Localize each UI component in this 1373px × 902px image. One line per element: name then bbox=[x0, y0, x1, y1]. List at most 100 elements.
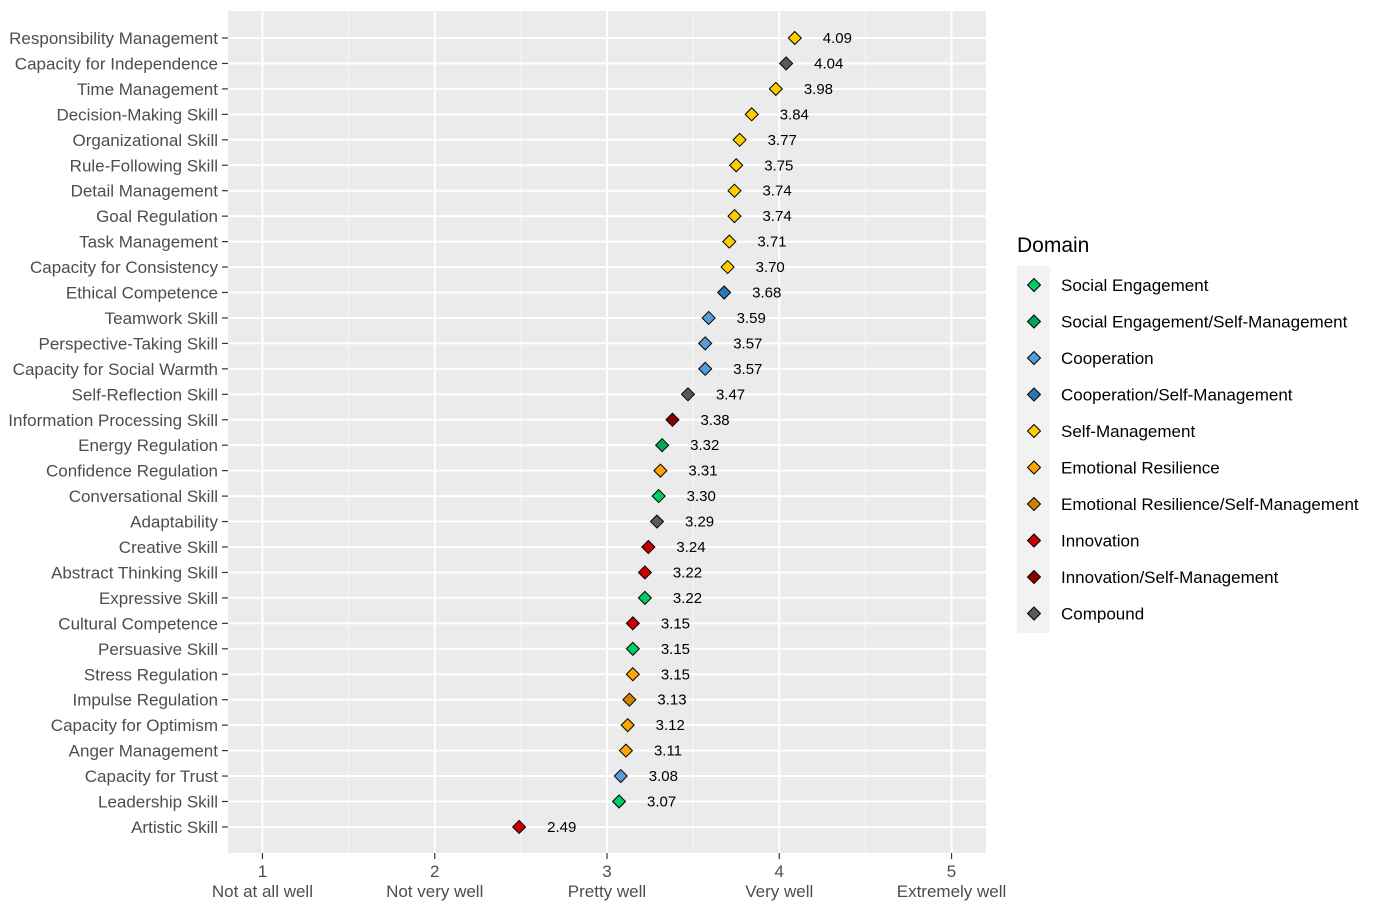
y-tick-label: Abstract Thinking Skill bbox=[51, 563, 218, 582]
data-label: 3.29 bbox=[685, 514, 714, 531]
y-tick-label: Leadership Skill bbox=[98, 793, 218, 812]
data-labels: 4.09 4.04 3.98 3.84 3.77 3.75 3.74 3.74 3.71 3.70… bbox=[547, 30, 852, 836]
y-tick-label: Cultural Competence bbox=[58, 614, 218, 633]
legend-entry-label: Cooperation/Self-Management bbox=[1061, 386, 1293, 405]
data-label: 3.08 bbox=[649, 768, 678, 785]
data-label: 3.07 bbox=[647, 794, 676, 811]
legend-key bbox=[1026, 569, 1042, 585]
legend-title: Domain bbox=[1017, 234, 1089, 257]
legend-entry-label: Compound bbox=[1061, 605, 1144, 624]
x-tick-number: 3 bbox=[602, 862, 611, 881]
data-label: 3.12 bbox=[656, 717, 685, 734]
data-label: 3.74 bbox=[762, 208, 791, 225]
data-label: 4.09 bbox=[823, 30, 852, 47]
y-tick-label: Rule-Following Skill bbox=[70, 156, 218, 175]
y-tick-label: Capacity for Consistency bbox=[30, 258, 219, 277]
data-label: 3.98 bbox=[804, 81, 833, 98]
data-label: 3.71 bbox=[757, 234, 786, 251]
y-tick-label: Capacity for Social Warmth bbox=[13, 360, 218, 379]
data-point bbox=[727, 183, 742, 198]
data-points bbox=[511, 30, 802, 835]
legend-key bbox=[1026, 314, 1042, 329]
data-point bbox=[625, 667, 641, 682]
data-point bbox=[697, 361, 713, 377]
legend-key bbox=[1026, 606, 1042, 621]
legend-entry-label: Innovation/Self-Management bbox=[1061, 568, 1279, 587]
legend-key bbox=[1026, 533, 1042, 548]
y-tick-label: Decision-Making Skill bbox=[56, 105, 218, 124]
y-tick-label: Capacity for Optimism bbox=[51, 716, 218, 735]
x-tick-label: Very well bbox=[745, 882, 813, 901]
data-point bbox=[625, 616, 641, 631]
y-tick-label: Impulse Regulation bbox=[72, 691, 218, 710]
data-label: 3.77 bbox=[768, 132, 797, 149]
data-point bbox=[787, 30, 802, 46]
x-tick-number: 2 bbox=[430, 862, 439, 881]
data-point bbox=[680, 387, 696, 402]
y-tick-label: Conversational Skill bbox=[69, 487, 218, 506]
legend-key bbox=[1026, 496, 1042, 512]
data-label: 4.04 bbox=[814, 55, 843, 72]
x-tick-label: Not at all well bbox=[212, 882, 313, 901]
data-label: 3.22 bbox=[673, 564, 702, 581]
data-label: 3.15 bbox=[661, 615, 690, 632]
legend-entry-label: Cooperation bbox=[1061, 349, 1154, 368]
y-tick-label: Adaptability bbox=[130, 513, 218, 532]
data-label: 3.70 bbox=[756, 259, 785, 276]
y-tick-label: Expressive Skill bbox=[99, 589, 218, 608]
data-label: 3.47 bbox=[716, 386, 745, 403]
data-point bbox=[637, 565, 653, 580]
data-label: 3.57 bbox=[733, 335, 762, 352]
data-label: 3.68 bbox=[752, 285, 781, 302]
legend-entry-label: Social Engagement bbox=[1061, 276, 1209, 295]
y-tick-label: Detail Management bbox=[71, 182, 219, 201]
data-point bbox=[732, 132, 747, 148]
data-point bbox=[613, 768, 628, 784]
data-label: 3.84 bbox=[780, 106, 809, 123]
x-tick-label: Not very well bbox=[386, 882, 483, 901]
minor-gridlines bbox=[348, 11, 866, 853]
data-label: 3.30 bbox=[687, 488, 716, 505]
data-point bbox=[716, 285, 732, 300]
data-point bbox=[654, 437, 670, 453]
y-tick-label: Perspective-Taking Skill bbox=[38, 334, 218, 353]
y-tick-label: Capacity for Independence bbox=[15, 54, 218, 73]
data-label: 3.13 bbox=[657, 692, 686, 709]
data-point bbox=[727, 208, 742, 224]
y-tick-label: Teamwork Skill bbox=[105, 309, 218, 328]
data-label: 3.38 bbox=[700, 412, 729, 429]
legend-entry-label: Self-Management bbox=[1061, 422, 1195, 441]
major-gridlines bbox=[228, 11, 986, 853]
data-point bbox=[511, 819, 527, 835]
data-label: 3.57 bbox=[733, 361, 762, 378]
data-label: 3.32 bbox=[690, 437, 719, 454]
data-point bbox=[720, 259, 735, 275]
y-tick-label: Time Management bbox=[77, 80, 218, 99]
y-tick-label: Persuasive Skill bbox=[98, 640, 218, 659]
legend-key bbox=[1026, 460, 1042, 475]
data-point bbox=[744, 107, 759, 122]
data-label: 3.31 bbox=[688, 463, 717, 480]
y-tick-label: Ethical Competence bbox=[66, 284, 218, 303]
data-point bbox=[665, 412, 680, 427]
y-tick-label: Task Management bbox=[79, 233, 218, 252]
data-point bbox=[728, 158, 744, 173]
data-point bbox=[722, 234, 737, 249]
data-point bbox=[649, 514, 665, 529]
data-label: 3.59 bbox=[737, 310, 766, 327]
data-point bbox=[768, 81, 784, 97]
legend-entry-label: Innovation bbox=[1061, 532, 1139, 551]
y-tick-label: Stress Regulation bbox=[84, 665, 218, 684]
data-point bbox=[637, 590, 653, 606]
y-tick-label: Energy Regulation bbox=[78, 436, 218, 455]
data-label: 3.15 bbox=[661, 641, 690, 658]
legend-entry-label: Social Engagement/Self-Management bbox=[1061, 313, 1348, 332]
data-point bbox=[697, 336, 713, 351]
data-point bbox=[653, 463, 668, 478]
data-point bbox=[611, 794, 627, 809]
legend: Domain Social Engagement Social Engagement… bbox=[1017, 234, 1359, 633]
data-label: 3.15 bbox=[661, 666, 690, 683]
y-tick-label: Organizational Skill bbox=[72, 131, 218, 150]
legend-entry-label: Emotional Resilience bbox=[1061, 459, 1220, 478]
